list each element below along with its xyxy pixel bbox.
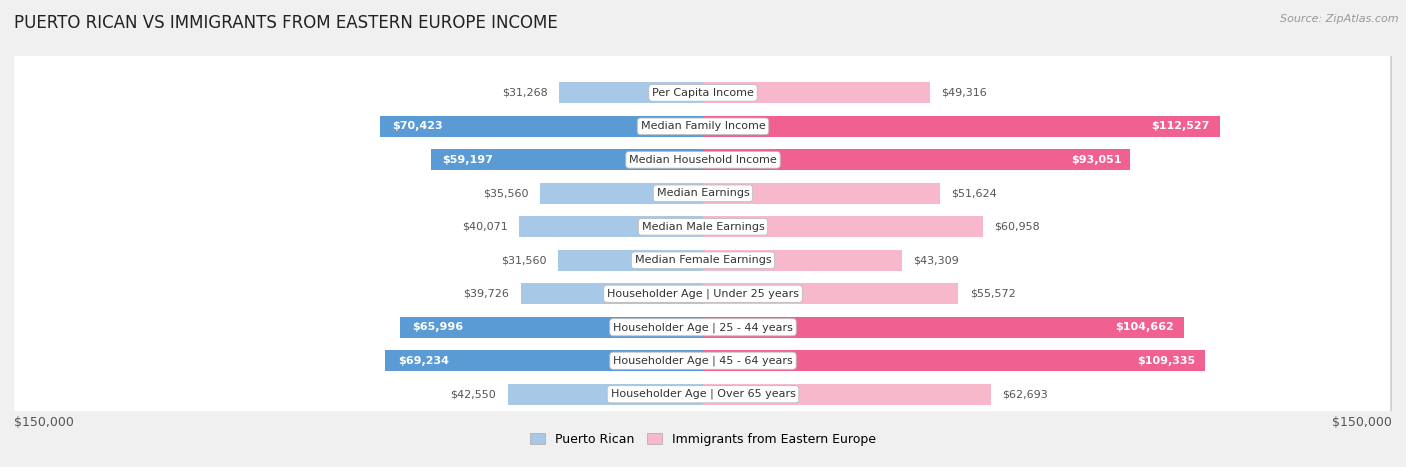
FancyBboxPatch shape	[8, 0, 1391, 467]
Text: $60,958: $60,958	[994, 222, 1040, 232]
FancyBboxPatch shape	[8, 0, 1391, 467]
Text: PUERTO RICAN VS IMMIGRANTS FROM EASTERN EUROPE INCOME: PUERTO RICAN VS IMMIGRANTS FROM EASTERN …	[14, 14, 558, 32]
Text: $55,572: $55,572	[970, 289, 1015, 299]
Text: Median Family Income: Median Family Income	[641, 121, 765, 131]
Bar	[385, 350, 703, 371]
Bar	[520, 283, 703, 304]
Bar	[560, 83, 703, 103]
Text: $31,268: $31,268	[502, 88, 548, 98]
Text: $93,051: $93,051	[1071, 155, 1122, 165]
Text: $150,000: $150,000	[1331, 416, 1392, 429]
Legend: Puerto Rican, Immigrants from Eastern Europe: Puerto Rican, Immigrants from Eastern Eu…	[524, 428, 882, 451]
Text: Source: ZipAtlas.com: Source: ZipAtlas.com	[1281, 14, 1399, 24]
Text: $49,316: $49,316	[941, 88, 987, 98]
Text: $62,693: $62,693	[1002, 389, 1049, 399]
FancyBboxPatch shape	[8, 0, 1391, 467]
Text: $109,335: $109,335	[1137, 356, 1195, 366]
FancyBboxPatch shape	[8, 0, 1391, 467]
Bar	[703, 350, 1205, 371]
Bar	[399, 317, 703, 338]
FancyBboxPatch shape	[8, 0, 1391, 467]
Text: $70,423: $70,423	[392, 121, 443, 131]
Bar	[432, 149, 703, 170]
Bar	[703, 216, 983, 237]
Text: $112,527: $112,527	[1152, 121, 1209, 131]
Text: Householder Age | Under 25 years: Householder Age | Under 25 years	[607, 289, 799, 299]
Text: Per Capita Income: Per Capita Income	[652, 88, 754, 98]
Text: Householder Age | Over 65 years: Householder Age | Over 65 years	[610, 389, 796, 399]
Bar	[508, 384, 703, 404]
Text: $43,309: $43,309	[914, 255, 959, 265]
Text: Householder Age | 45 - 64 years: Householder Age | 45 - 64 years	[613, 355, 793, 366]
Text: Median Household Income: Median Household Income	[628, 155, 778, 165]
Text: $42,550: $42,550	[450, 389, 496, 399]
FancyBboxPatch shape	[8, 0, 1391, 467]
Bar	[703, 283, 959, 304]
Bar	[380, 116, 703, 137]
FancyBboxPatch shape	[8, 0, 1391, 467]
Bar	[703, 317, 1184, 338]
FancyBboxPatch shape	[8, 0, 1391, 467]
Text: Median Male Earnings: Median Male Earnings	[641, 222, 765, 232]
Text: $31,560: $31,560	[501, 255, 547, 265]
Text: $51,624: $51,624	[952, 188, 997, 198]
Bar	[703, 384, 991, 404]
Bar	[703, 116, 1220, 137]
Bar	[519, 216, 703, 237]
Text: $104,662: $104,662	[1115, 322, 1174, 332]
Text: $65,996: $65,996	[412, 322, 463, 332]
Bar	[558, 250, 703, 271]
FancyBboxPatch shape	[8, 0, 1391, 467]
FancyBboxPatch shape	[8, 0, 1391, 467]
Bar	[540, 183, 703, 204]
Text: $59,197: $59,197	[441, 155, 494, 165]
Text: $40,071: $40,071	[461, 222, 508, 232]
Text: Median Female Earnings: Median Female Earnings	[634, 255, 772, 265]
Text: $39,726: $39,726	[463, 289, 509, 299]
Bar	[703, 250, 901, 271]
Text: Median Earnings: Median Earnings	[657, 188, 749, 198]
Text: Householder Age | 25 - 44 years: Householder Age | 25 - 44 years	[613, 322, 793, 333]
Bar	[703, 149, 1130, 170]
Bar	[703, 83, 929, 103]
Text: $35,560: $35,560	[482, 188, 529, 198]
Bar	[703, 183, 941, 204]
Text: $150,000: $150,000	[14, 416, 75, 429]
Text: $69,234: $69,234	[398, 356, 449, 366]
